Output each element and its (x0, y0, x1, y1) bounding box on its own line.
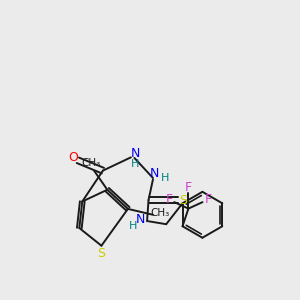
Text: H: H (129, 221, 137, 231)
Text: F: F (185, 182, 192, 194)
Text: N: N (130, 147, 140, 160)
Text: F: F (204, 193, 211, 206)
Text: CH₃: CH₃ (82, 158, 101, 168)
Text: S: S (179, 194, 187, 207)
Text: H: H (160, 173, 169, 183)
Text: N: N (150, 167, 159, 180)
Text: N: N (136, 213, 145, 226)
Text: F: F (165, 193, 172, 206)
Text: S: S (97, 247, 105, 260)
Text: O: O (68, 151, 78, 164)
Text: CH₃: CH₃ (151, 208, 170, 218)
Text: H: H (131, 159, 140, 169)
